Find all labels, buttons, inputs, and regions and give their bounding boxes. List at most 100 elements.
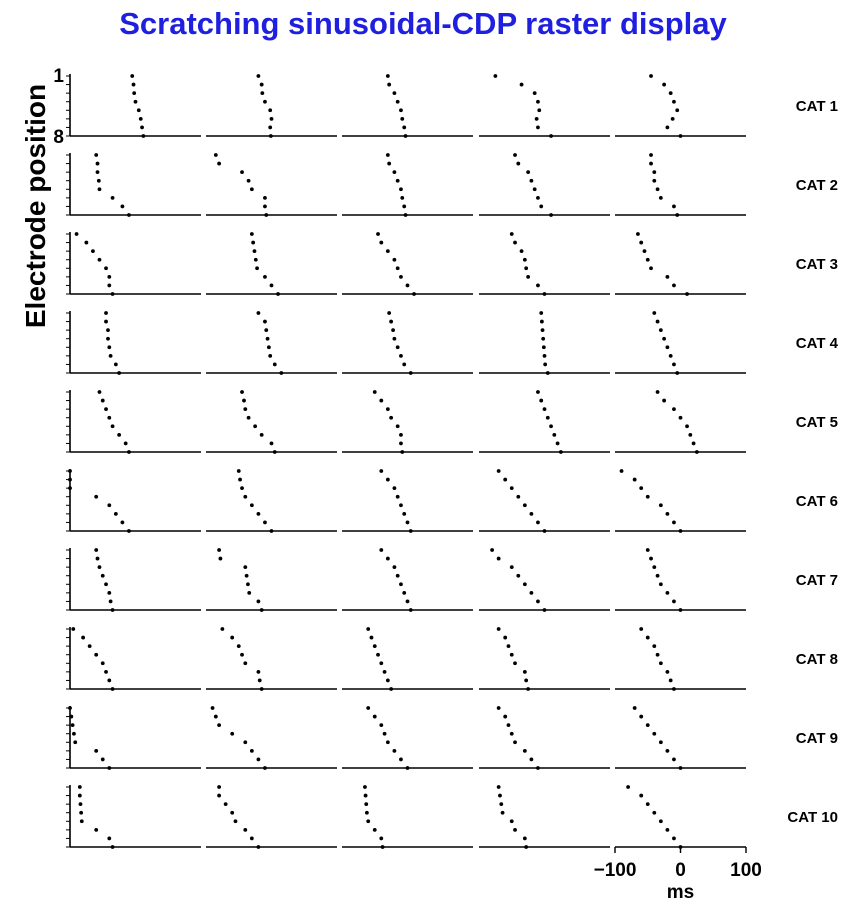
spike-point	[106, 328, 110, 333]
spike-point	[542, 407, 547, 412]
spike-point	[230, 635, 235, 640]
spike-point	[104, 319, 108, 324]
spike-point	[272, 362, 277, 367]
spike-point	[534, 116, 539, 121]
spike-point	[672, 520, 676, 525]
spike-point	[264, 213, 269, 217]
spike-point	[107, 283, 112, 288]
spike-point	[107, 766, 112, 770]
spike-point	[655, 390, 660, 394]
spike-point	[243, 827, 248, 832]
spike-point	[106, 336, 110, 341]
spike-point	[402, 125, 407, 130]
spike-point	[645, 802, 650, 807]
spike-point	[626, 785, 630, 789]
spike-point	[665, 125, 670, 130]
spike-point	[108, 599, 113, 604]
spike-point	[94, 652, 99, 657]
spike-point	[405, 766, 410, 770]
spike-point	[524, 266, 529, 271]
spike-point	[217, 723, 222, 728]
spike-point	[665, 511, 670, 516]
spike-point	[542, 608, 547, 612]
spike-point	[256, 599, 261, 604]
spike-point	[652, 311, 657, 315]
row-label: CAT 1	[796, 98, 838, 115]
spike-point	[140, 125, 144, 130]
spike-point	[256, 511, 261, 516]
x-tick-label: 0	[675, 860, 686, 881]
spike-point	[545, 415, 550, 420]
spike-point	[655, 652, 660, 657]
spike-point	[110, 845, 115, 849]
spike-point	[558, 450, 563, 454]
spike-point	[549, 213, 553, 217]
spike-point	[658, 740, 663, 745]
spike-point	[240, 170, 244, 175]
spike-point	[658, 819, 663, 824]
spike-point	[536, 520, 540, 525]
spike-point	[238, 477, 242, 482]
spike-point	[256, 757, 261, 762]
spike-point	[268, 134, 273, 138]
spike-point	[513, 740, 517, 745]
spike-point	[649, 153, 653, 157]
spike-point	[268, 353, 273, 358]
spike-point	[403, 213, 408, 217]
spike-point	[395, 266, 400, 271]
spike-point	[141, 134, 146, 138]
spike-point	[387, 311, 392, 315]
spike-point	[513, 153, 517, 157]
spike-point	[408, 529, 413, 533]
spike-point	[506, 723, 511, 728]
spike-point	[246, 582, 250, 587]
spike-point	[506, 644, 511, 649]
spike-point	[665, 748, 670, 753]
spike-point	[68, 469, 72, 473]
spike-point	[110, 687, 115, 691]
spike-point	[519, 82, 524, 87]
spike-point	[117, 371, 122, 375]
x-tick-label: 100	[730, 860, 762, 881]
spike-point	[645, 635, 650, 640]
spike-point	[405, 520, 410, 525]
spike-point	[272, 450, 277, 454]
spike-point	[522, 836, 527, 841]
spike-point	[213, 153, 218, 157]
spike-point	[529, 590, 534, 595]
spike-point	[123, 441, 128, 446]
spike-point	[539, 319, 544, 324]
spike-point	[652, 565, 657, 570]
spike-point	[668, 353, 673, 358]
spike-point	[380, 845, 385, 849]
spike-point	[263, 766, 267, 770]
spike-point	[385, 477, 390, 482]
spike-point	[247, 590, 252, 595]
spike-point	[246, 415, 251, 420]
spike-point	[240, 390, 244, 394]
spike-point	[405, 283, 410, 288]
spike-point	[509, 232, 514, 236]
spike-point	[104, 669, 108, 674]
spike-point	[400, 116, 405, 121]
spike-point	[509, 486, 514, 491]
spike-point	[500, 810, 505, 815]
spike-point	[694, 450, 699, 454]
spike-point	[91, 249, 95, 254]
spike-point	[385, 678, 390, 683]
spike-point	[496, 469, 501, 473]
spike-point	[249, 836, 254, 841]
spike-point	[77, 785, 82, 789]
spike-point	[649, 161, 653, 166]
spike-point	[652, 644, 657, 649]
row-label: CAT 2	[796, 177, 838, 194]
spike-point	[379, 548, 384, 552]
spike-point	[672, 599, 676, 604]
spike-point	[230, 731, 235, 736]
spike-point	[110, 424, 115, 429]
spike-point	[503, 477, 508, 482]
spike-point	[392, 336, 397, 341]
spike-point	[104, 582, 108, 587]
spike-point	[639, 714, 644, 719]
spike-point	[110, 195, 115, 200]
